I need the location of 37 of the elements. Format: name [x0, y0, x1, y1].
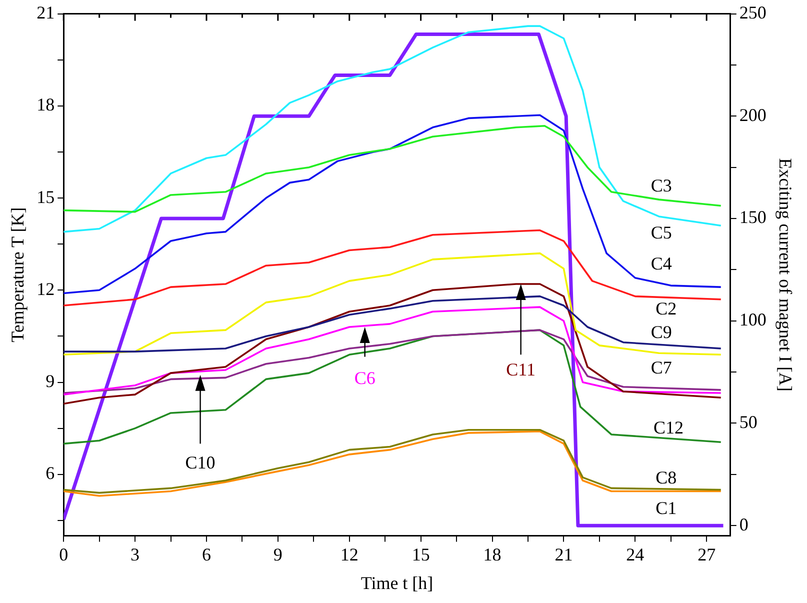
series-label: C12 — [653, 418, 684, 438]
y2-tick-label: 100 — [739, 310, 766, 330]
y-tick-label: 12 — [36, 278, 55, 299]
y-tick-label: 6 — [46, 463, 55, 484]
x-tick-label: 21 — [554, 544, 573, 564]
x-tick-label: 0 — [59, 544, 68, 564]
x-tick-label: 9 — [273, 544, 282, 564]
y2-tick-label: 250 — [739, 2, 766, 23]
text: C6 — [354, 368, 376, 388]
series-label: C3 — [650, 175, 672, 196]
x-tick-label: 3 — [130, 544, 140, 564]
series-label: C5 — [650, 222, 672, 242]
x-tick-label: 24 — [626, 544, 644, 564]
text: C10 — [185, 452, 216, 472]
y2-tick-label: 50 — [739, 412, 758, 432]
y2-tick-label: 0 — [739, 514, 748, 534]
x-tick-label: 12 — [340, 544, 358, 564]
series-label: C9 — [650, 322, 672, 342]
series-label: C2 — [656, 298, 677, 319]
y2-tick-label: 150 — [739, 207, 766, 228]
y2-axis-title: Exciting current of magnet I [A] — [775, 158, 796, 392]
y-tick-label: 18 — [36, 94, 55, 115]
x-axis-title: Time t [h] — [360, 572, 434, 593]
series-label: C8 — [656, 468, 677, 488]
y-axis-title: Temperature T [K] — [8, 207, 28, 342]
x-tick-label: 27 — [698, 544, 716, 564]
y-tick-label: 21 — [36, 2, 55, 23]
x-tick-label: 18 — [483, 544, 502, 564]
series-label: C7 — [650, 357, 672, 378]
y2-tick-label: 200 — [739, 104, 766, 125]
y-tick-label: 15 — [36, 186, 55, 207]
text: C11 — [506, 360, 536, 380]
y-tick-label: 9 — [46, 371, 55, 392]
x-tick-label: 15 — [412, 544, 430, 564]
series-label: C4 — [650, 253, 672, 274]
x-tick-label: 6 — [202, 544, 211, 564]
series-label: C1 — [656, 498, 677, 518]
